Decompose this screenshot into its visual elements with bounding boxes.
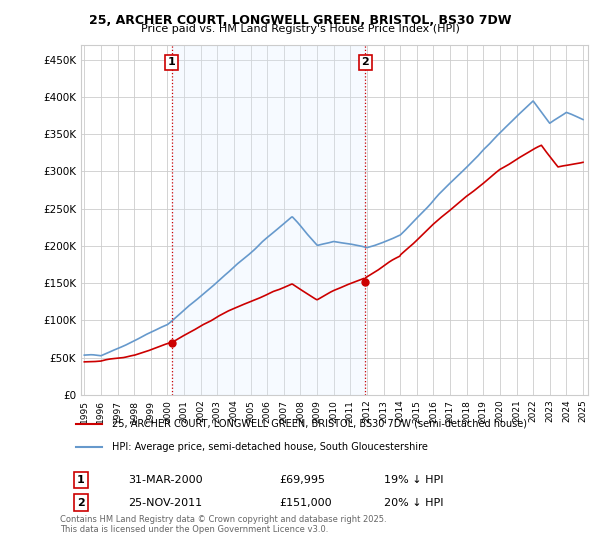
Text: 25-NOV-2011: 25-NOV-2011 [128,498,202,507]
Text: £151,000: £151,000 [279,498,332,507]
Text: Contains HM Land Registry data © Crown copyright and database right 2025.
This d: Contains HM Land Registry data © Crown c… [60,515,386,534]
Text: £69,995: £69,995 [279,475,325,485]
Text: 25, ARCHER COURT, LONGWELL GREEN, BRISTOL, BS30 7DW: 25, ARCHER COURT, LONGWELL GREEN, BRISTO… [89,14,511,27]
Text: 25, ARCHER COURT, LONGWELL GREEN, BRISTOL, BS30 7DW (semi-detached house): 25, ARCHER COURT, LONGWELL GREEN, BRISTO… [112,419,527,429]
Text: 1: 1 [77,475,85,485]
Bar [172,45,365,395]
Text: HPI: Average price, semi-detached house, South Gloucestershire: HPI: Average price, semi-detached house,… [112,442,428,452]
Text: 31-MAR-2000: 31-MAR-2000 [128,475,202,485]
Text: 19% ↓ HPI: 19% ↓ HPI [383,475,443,485]
Text: 2: 2 [361,57,369,67]
Text: 1: 1 [168,57,175,67]
Text: Price paid vs. HM Land Registry's House Price Index (HPI): Price paid vs. HM Land Registry's House … [140,24,460,34]
Text: 20% ↓ HPI: 20% ↓ HPI [383,498,443,507]
Text: 2: 2 [77,498,85,507]
